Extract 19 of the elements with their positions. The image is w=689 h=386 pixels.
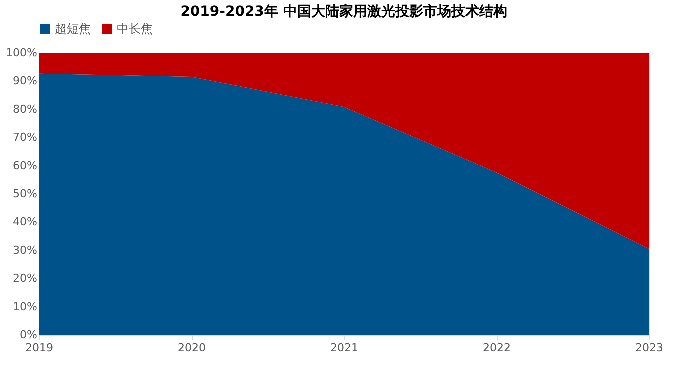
y-tick-label: 60% (13, 159, 38, 172)
y-tick-label: 30% (13, 244, 38, 257)
y-tick-label: 40% (13, 216, 38, 229)
y-tick-label: 50% (13, 188, 38, 200)
x-tick-label: 2023 (636, 342, 664, 354)
y-tick-label: 0% (20, 328, 38, 342)
x-tick-label: 2021 (330, 342, 358, 354)
y-tick-label: 10% (13, 300, 38, 314)
y-tick-label: 70% (13, 131, 38, 144)
legend-label: 中长焦 (117, 22, 153, 36)
legend-label: 超短焦 (55, 22, 91, 36)
chart-title: 2019-2023年 中国大陆家用激光投影市场技术结构 (180, 3, 508, 20)
x-tick-label: 2020 (178, 342, 206, 354)
x-tick-label: 2019 (26, 342, 54, 354)
y-tick-label: 90% (13, 74, 38, 88)
y-tick-label: 100% (6, 46, 38, 60)
y-tick-label: 20% (13, 272, 38, 286)
y-tick-label: 80% (13, 102, 38, 116)
x-tick-label: 2022 (483, 342, 511, 354)
